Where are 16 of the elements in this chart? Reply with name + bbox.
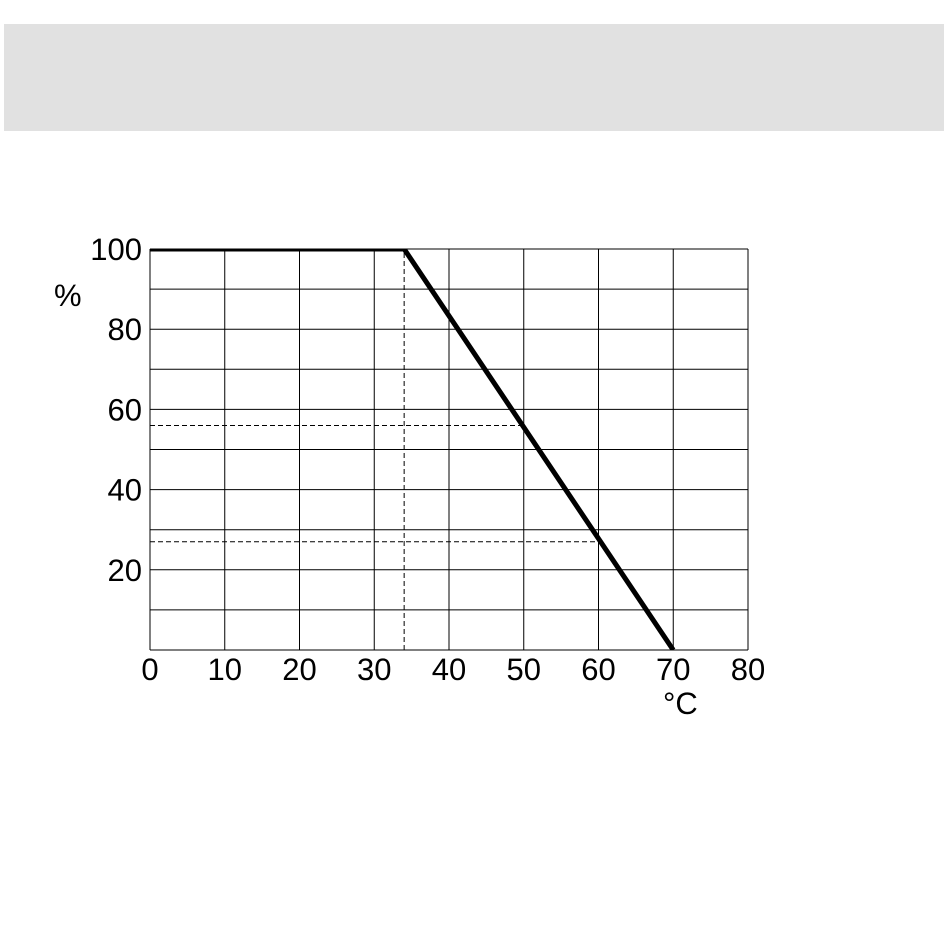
y-tick-label: 20 — [108, 552, 142, 588]
x-axis-title: °C — [663, 686, 698, 722]
x-tick-label: 70 — [656, 652, 690, 688]
x-tick-label: 10 — [208, 652, 242, 688]
y-axis-title: % — [54, 278, 82, 314]
y-tick-label: 60 — [108, 392, 142, 428]
y-tick-label: 40 — [108, 472, 142, 508]
x-tick-label: 0 — [141, 652, 159, 688]
x-tick-label: 50 — [506, 652, 541, 688]
x-tick-label: 80 — [730, 652, 766, 688]
y-tick-label: 100 — [90, 232, 142, 268]
x-tick-label: 20 — [282, 652, 317, 688]
x-tick-label: 40 — [432, 652, 466, 688]
x-tick-label: 30 — [357, 652, 392, 688]
y-tick-label: 80 — [108, 312, 142, 348]
x-tick-label: 60 — [581, 652, 616, 688]
